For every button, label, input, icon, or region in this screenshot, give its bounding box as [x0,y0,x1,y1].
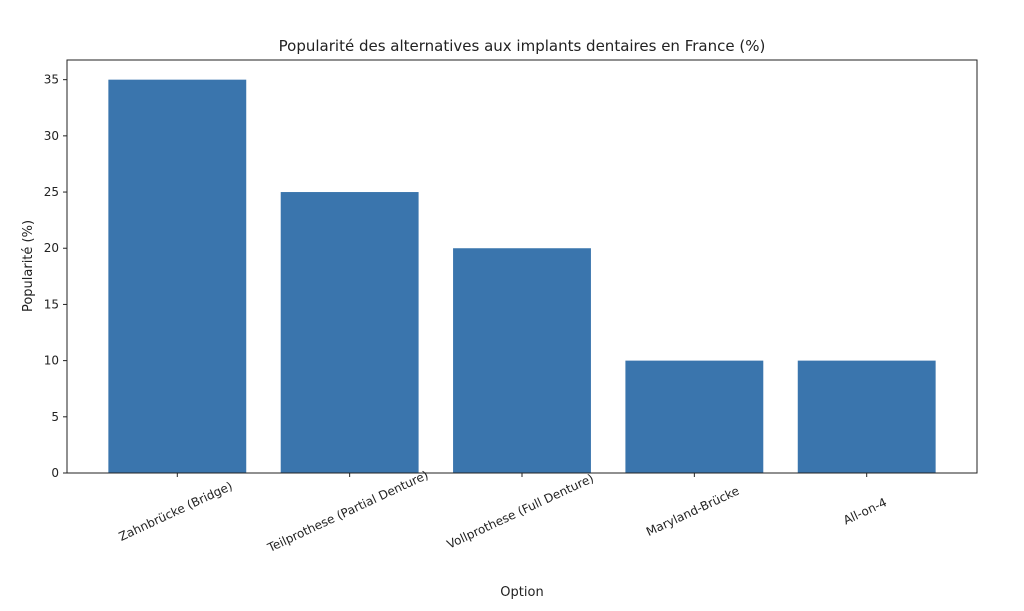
x-axis-label: Option [500,585,543,600]
y-tick-label-0: 0 [51,466,59,480]
y-tick-label-6: 30 [44,129,59,143]
bar-3 [625,360,764,473]
bar-1 [280,192,419,474]
x-tick-label-3: Maryland-Brücke [644,484,741,539]
y-tick-label-1: 5 [51,410,59,424]
x-tick-label-2: Vollprothese (Full Denture) [445,471,596,551]
bar-0 [108,79,247,474]
chart-title: Popularité des alternatives aux implants… [279,37,766,55]
y-tick-label-7: 35 [44,73,59,87]
bar-4 [797,360,936,473]
y-tick-label-4: 20 [44,241,59,255]
x-tick-label-0: Zahnbrücke (Bridge) [117,479,235,544]
y-tick-label-5: 25 [44,185,59,199]
x-tick-label-4: All-on-4 [841,495,889,527]
y-tick-label-3: 15 [44,297,59,311]
bar-2 [453,248,591,473]
x-tick-label-1: Teilprothese (Partial Denture) [265,468,431,555]
y-tick-label-2: 10 [44,354,59,368]
y-axis-label: Popularité (%) [21,220,36,312]
